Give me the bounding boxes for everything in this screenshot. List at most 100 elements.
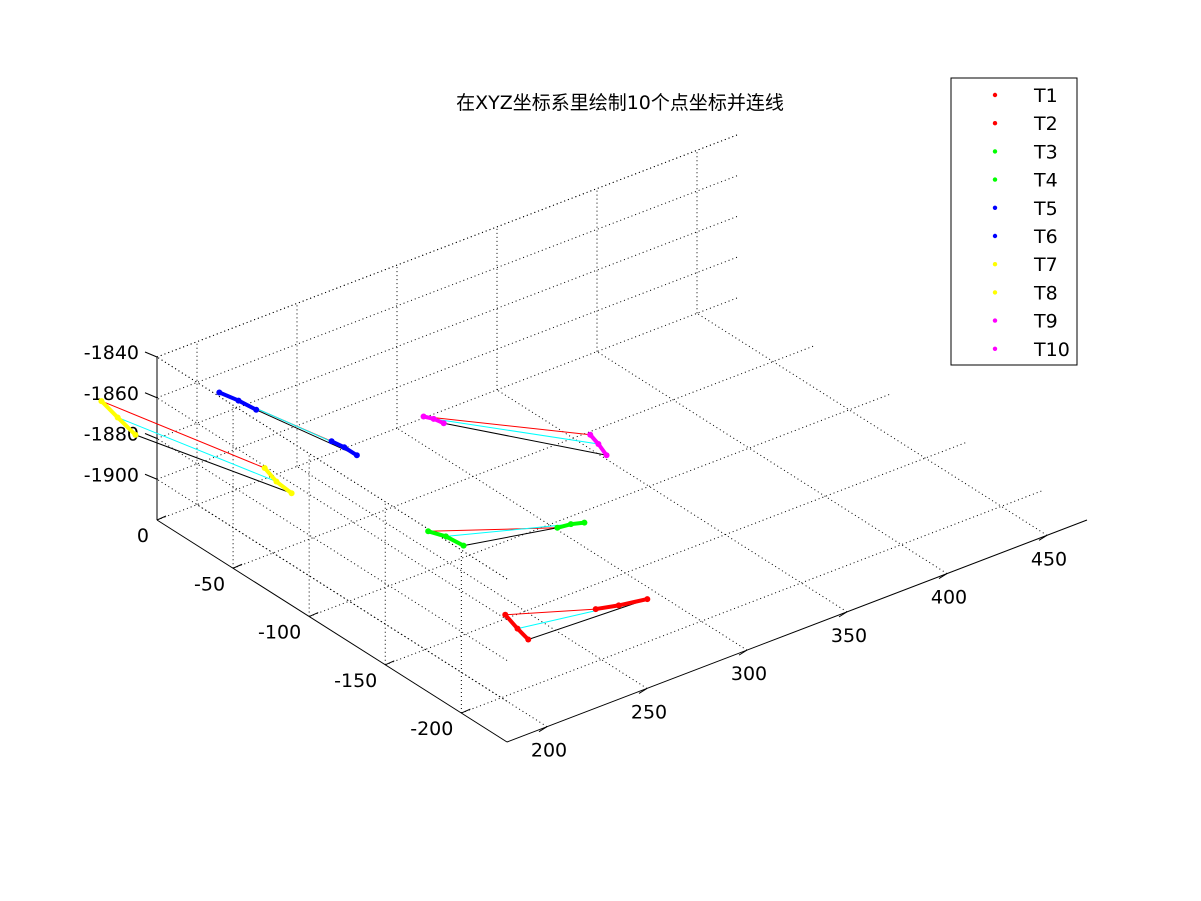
data-point-t2: [644, 596, 651, 603]
data-point-t9: [440, 420, 447, 427]
data-point-t5: [235, 397, 242, 404]
connection-lines: [101, 391, 648, 641]
tick-labels: 200 250 300 350 400 450 0 -50 -100 -150 -200 -1840 -…: [84, 342, 1067, 762]
data-point-t4: [581, 519, 588, 526]
data-point-t3: [442, 533, 449, 540]
data-point-t4: [554, 524, 561, 531]
data-point-t3: [425, 528, 432, 535]
connection-line-t9-t10: [433, 418, 599, 445]
legend-label-t4: T4: [1033, 170, 1058, 192]
y-tick-mark: [308, 612, 319, 617]
data-point-t7: [132, 431, 139, 438]
y-axis-line: [156, 519, 508, 743]
x-tick-label: 300: [731, 663, 767, 685]
x-axis-line: [506, 519, 1088, 743]
grid-line-back-z: [156, 256, 738, 480]
z-tick-label: -1840: [84, 342, 139, 364]
grid-line-top-edge: [156, 356, 508, 580]
legend-label-t8: T8: [1033, 282, 1058, 304]
data-point-t10: [603, 452, 610, 459]
grid-line-back-z: [156, 175, 738, 399]
legend-label-t5: T5: [1033, 198, 1058, 220]
x-tick-mark: [538, 726, 548, 733]
legend-marker-t5: [992, 205, 998, 210]
legend-marker-t3: [992, 149, 998, 154]
y-tick-mark: [156, 515, 167, 521]
grid-line-floor-x: [496, 389, 848, 613]
y-tick-label: -150: [334, 670, 377, 692]
data-point-t1: [514, 625, 521, 632]
z-tick-mark: [144, 392, 158, 399]
legend-marker-t6: [992, 233, 998, 239]
data-point-t8: [261, 465, 268, 472]
x-tick-mark: [638, 687, 648, 694]
connection-line-t9-t10: [423, 416, 591, 436]
y-tick-label: -50: [194, 573, 225, 595]
legend-marker-t1: [992, 92, 998, 98]
data-point-t5: [216, 389, 223, 396]
x-tick-label: 250: [631, 701, 667, 723]
y-tick-label: -100: [258, 622, 301, 644]
connection-line-t1-t2: [505, 608, 596, 616]
legend-label-t2: T2: [1033, 113, 1058, 135]
connection-line-t7-t8: [101, 400, 265, 469]
legend-marker-t9: [992, 318, 998, 323]
z-tick-label: -1880: [84, 424, 139, 446]
x-tick-mark: [738, 649, 748, 656]
x-tick-label: 200: [531, 740, 567, 762]
data-point-t6: [328, 438, 335, 445]
data-point-t10: [595, 440, 602, 447]
data-point-t2: [615, 602, 622, 609]
x-tick-label: 350: [831, 625, 867, 647]
y-tick-mark: [385, 660, 395, 666]
data-point-t6: [353, 452, 360, 459]
legend-label-t6: T6: [1033, 226, 1058, 248]
legend-label-t3: T3: [1033, 141, 1058, 163]
data-points: [98, 389, 651, 643]
z-tick-mark: [144, 351, 158, 358]
legend-box: [950, 77, 1078, 366]
data-point-t4: [567, 521, 574, 528]
x-tick-mark: [938, 573, 948, 580]
legend-marker-t8: [992, 290, 998, 295]
x-tick-label: 400: [931, 587, 967, 609]
legend-marker-t4: [992, 177, 998, 182]
grid-line-floor-x: [596, 351, 948, 575]
data-point-t8: [288, 490, 295, 497]
connection-line-t7-t8: [135, 434, 292, 494]
y-tick-label: -200: [410, 718, 453, 740]
legend-marker-t2: [992, 121, 998, 126]
connection-line-t3-t4: [445, 523, 571, 537]
x-tick-mark: [1038, 534, 1048, 541]
y-tick-label: 0: [137, 525, 149, 547]
data-point-t1: [502, 611, 509, 618]
data-point-t1: [525, 636, 532, 643]
z-tick-mark: [144, 473, 158, 480]
legend-marker-t7: [992, 262, 998, 267]
z-tick-mark: [144, 433, 158, 439]
legend-marker-t10: [992, 346, 998, 351]
axes: [144, 351, 1088, 743]
data-point-t10: [587, 431, 594, 438]
data-point-t2: [592, 606, 599, 613]
legend-label-t10: T10: [1033, 339, 1070, 361]
legend: T1 T2 T3 T4 T5 T6 T7 T8 T9 T10: [950, 77, 1078, 366]
connection-line-t7-t8: [117, 417, 277, 483]
data-point-t9: [420, 413, 427, 420]
connection-line-t3-t4: [428, 527, 558, 532]
connection-line-t9-t10: [443, 422, 607, 456]
y-tick-mark: [232, 563, 243, 569]
legend-label-t1: T1: [1033, 85, 1058, 107]
data-point-t9: [430, 415, 437, 422]
data-point-t6: [341, 444, 348, 451]
data-point-t7: [98, 398, 105, 405]
z-tick-label: -1860: [84, 383, 139, 405]
connection-line-t1-t2: [528, 598, 648, 641]
data-point-t7: [114, 414, 121, 421]
connection-line-t5-t6: [256, 409, 358, 456]
legend-label-t7: T7: [1033, 254, 1058, 276]
x-tick-mark: [838, 611, 848, 618]
data-point-t8: [273, 478, 280, 485]
chart-title: 在XYZ坐标系里绘制10个点坐标并连线: [456, 92, 784, 114]
